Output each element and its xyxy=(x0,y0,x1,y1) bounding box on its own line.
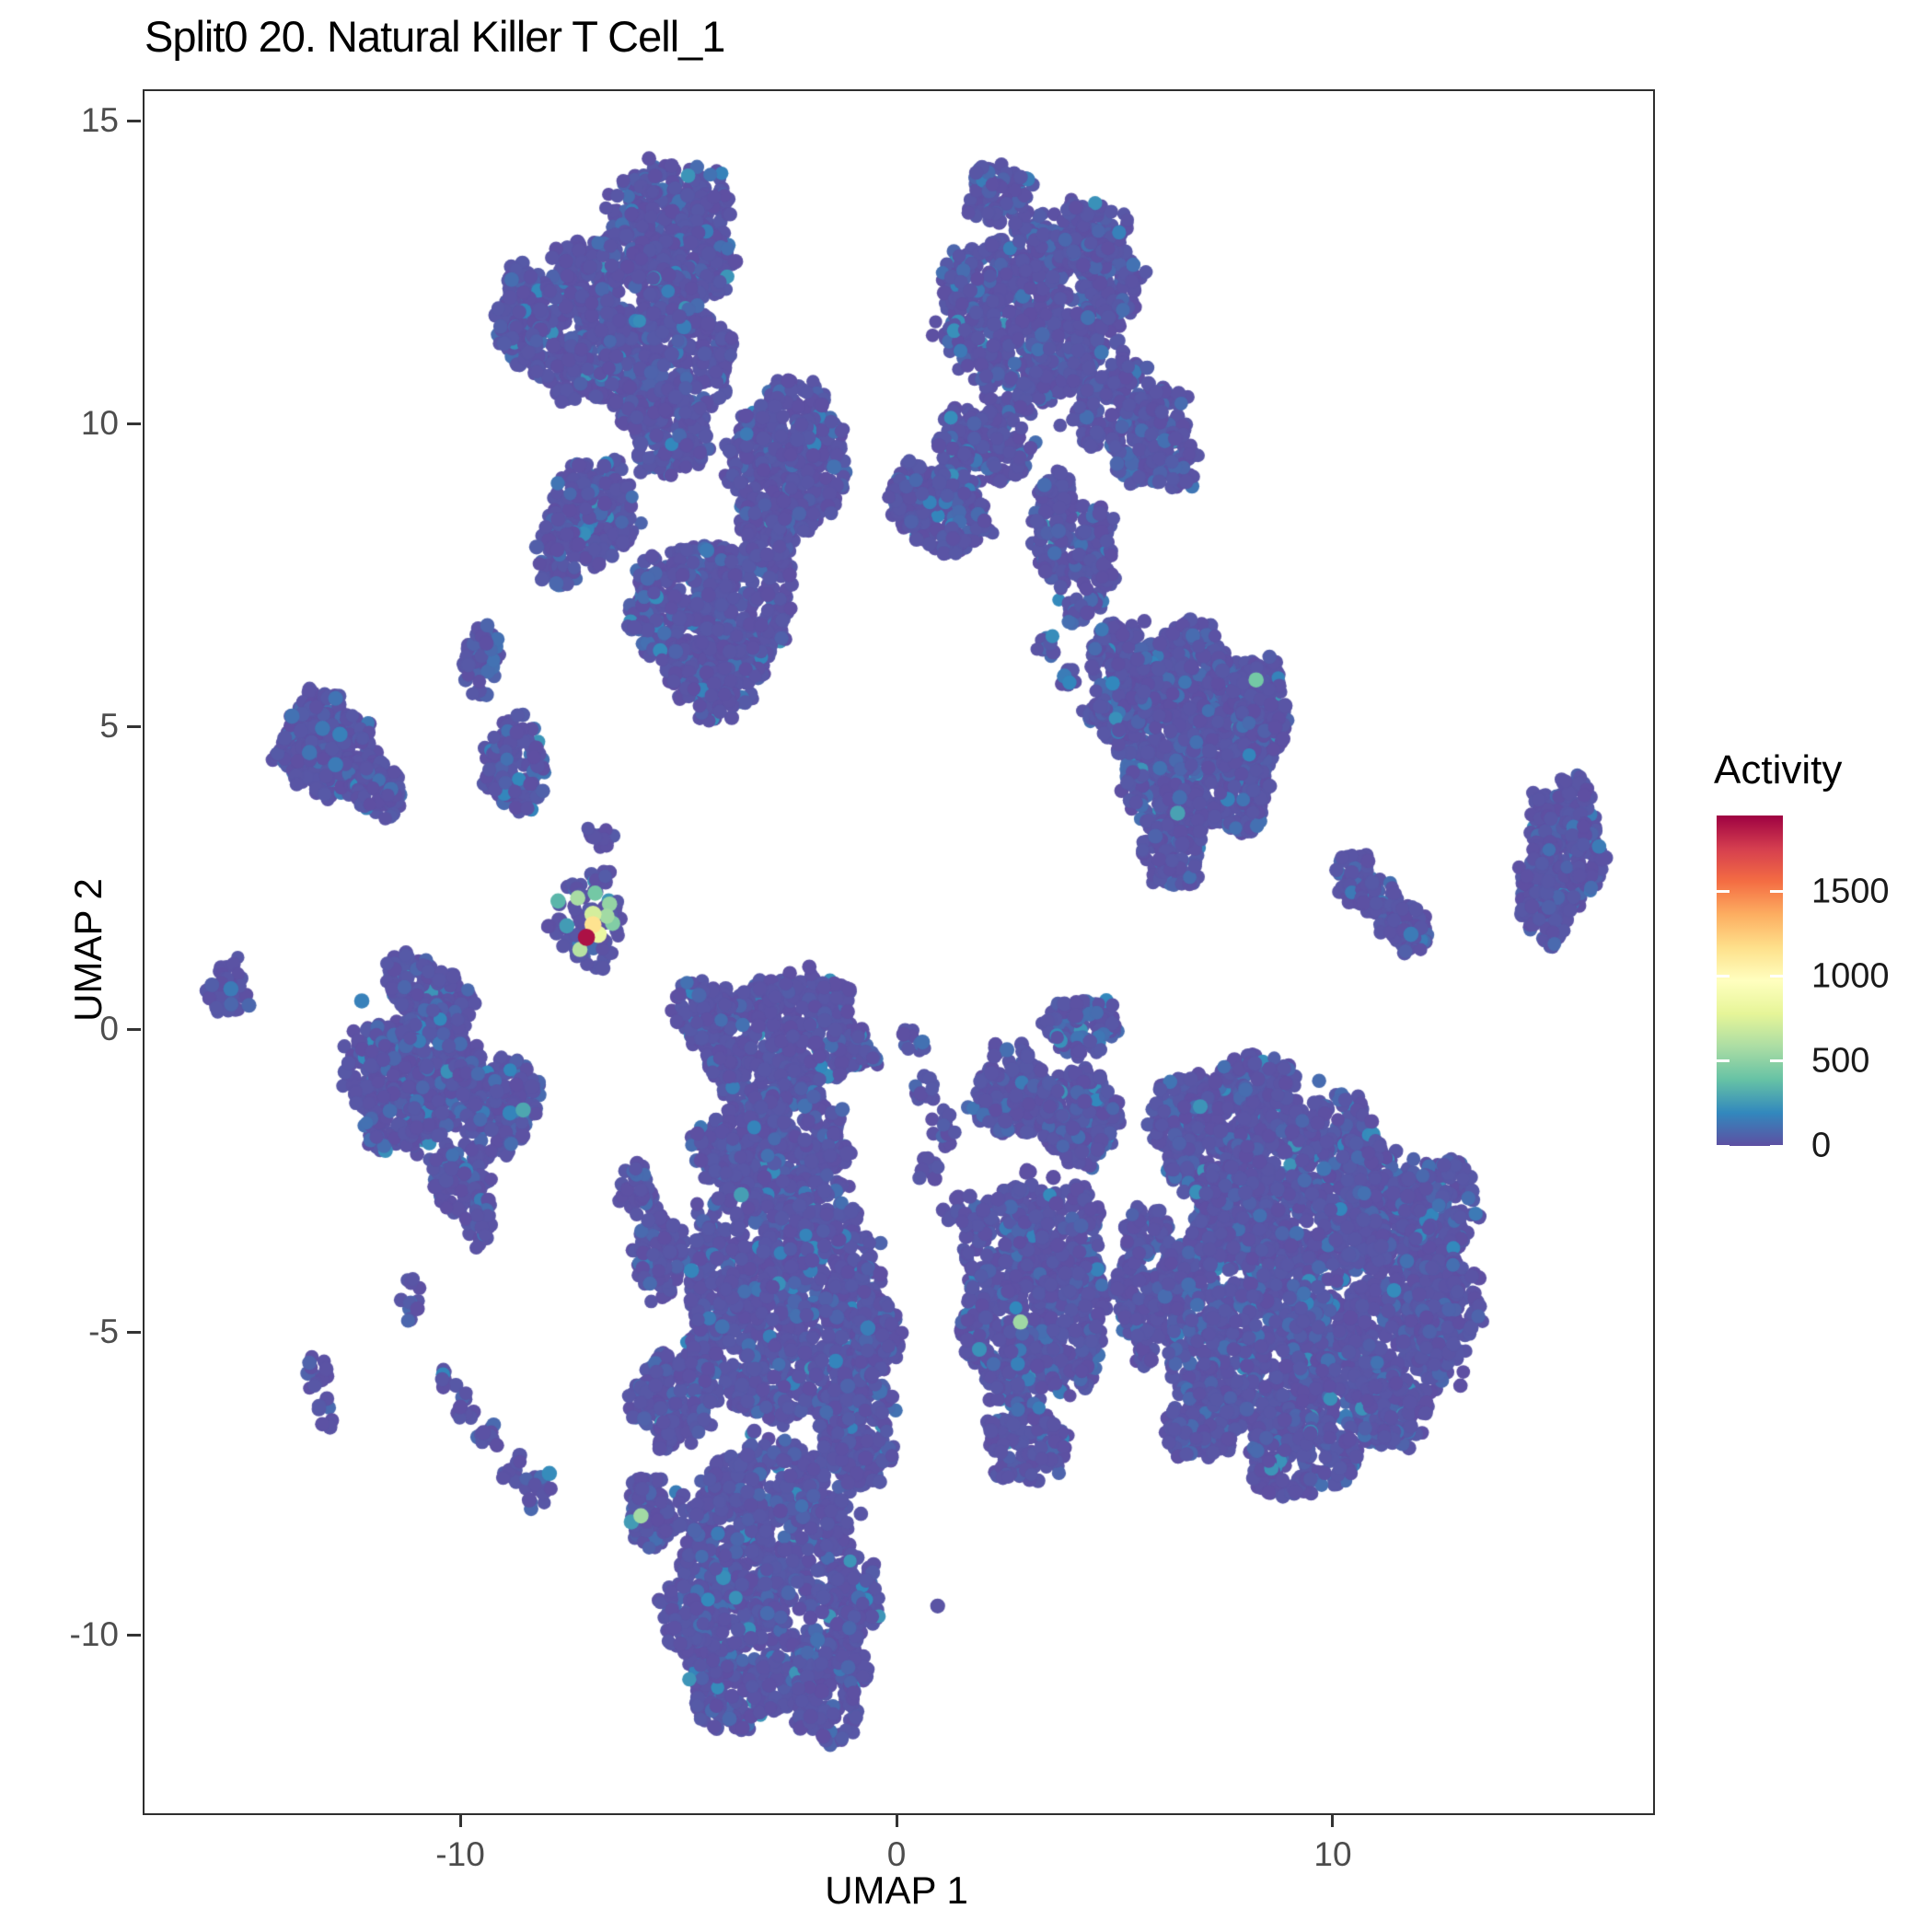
legend-tick-mark xyxy=(1770,1059,1783,1063)
legend-tick-mark xyxy=(1770,890,1783,894)
y-axis-tick-mark xyxy=(127,1027,141,1031)
legend-tick-mark xyxy=(1717,890,1730,894)
legend-tick-label: 1000 xyxy=(1811,956,1890,996)
y-axis-tick-label: 15 xyxy=(80,101,119,140)
x-axis-tick-mark xyxy=(895,1813,898,1827)
y-axis-title: UMAP 2 xyxy=(65,878,110,1022)
x-axis-tick-mark xyxy=(458,1813,462,1827)
y-axis-tick-label: -10 xyxy=(69,1615,119,1654)
y-axis-tick-mark xyxy=(127,1633,141,1637)
legend-tick-mark xyxy=(1717,975,1730,978)
legend-tick-label: 500 xyxy=(1811,1041,1870,1081)
y-axis-tick-label: 5 xyxy=(99,707,119,746)
x-axis-title: UMAP 1 xyxy=(825,1868,968,1912)
x-axis-tick-label: 10 xyxy=(1313,1835,1352,1873)
y-axis-tick-label: 10 xyxy=(80,404,119,443)
legend-tick-label: 1500 xyxy=(1811,872,1890,911)
x-axis-tick-label: 0 xyxy=(886,1835,907,1873)
x-axis-tick-mark xyxy=(1331,1813,1335,1827)
y-axis-tick-mark xyxy=(127,422,141,425)
legend-tick-mark xyxy=(1717,1144,1730,1148)
y-axis-tick-mark xyxy=(127,119,141,122)
legend-tick-mark xyxy=(1770,975,1783,978)
y-axis-tick-mark xyxy=(127,724,141,728)
scatter-canvas xyxy=(145,91,1653,1813)
plot-panel xyxy=(143,89,1655,1815)
legend-tick-label: 0 xyxy=(1811,1126,1832,1165)
y-axis-tick-mark xyxy=(127,1330,141,1334)
x-axis-tick-label: -10 xyxy=(435,1835,485,1873)
legend-colorbar xyxy=(1717,816,1783,1146)
legend-title: Activity xyxy=(1714,747,1843,792)
plot-title: Split0 20. Natural Killer T Cell_1 xyxy=(145,12,725,61)
legend-tick-mark xyxy=(1770,1144,1783,1148)
legend-tick-mark xyxy=(1717,1059,1730,1063)
y-axis-tick-label: 0 xyxy=(99,1010,119,1048)
y-axis-tick-label: -5 xyxy=(88,1313,119,1351)
